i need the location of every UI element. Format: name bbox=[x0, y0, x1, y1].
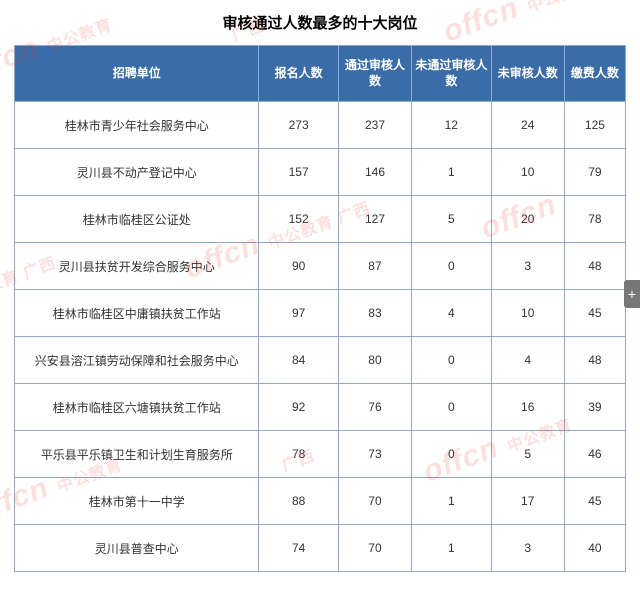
cell-paid: 48 bbox=[564, 243, 625, 290]
cell-approved: 237 bbox=[338, 102, 411, 149]
table-row: 灵川县扶贫开发综合服务中心90870348 bbox=[15, 243, 626, 290]
col-applicants: 报名人数 bbox=[259, 46, 338, 102]
cell-approved: 127 bbox=[338, 196, 411, 243]
cell-unit: 桂林市临桂区公证处 bbox=[15, 196, 259, 243]
cell-pending: 16 bbox=[491, 384, 564, 431]
cell-applicants: 84 bbox=[259, 337, 338, 384]
table-row: 灵川县不动产登记中心15714611079 bbox=[15, 149, 626, 196]
col-paid: 缴费人数 bbox=[564, 46, 625, 102]
cell-pending: 5 bbox=[491, 431, 564, 478]
cell-pending: 3 bbox=[491, 525, 564, 572]
cell-approved: 83 bbox=[338, 290, 411, 337]
table-row: 桂林市临桂区六塘镇扶贫工作站927601639 bbox=[15, 384, 626, 431]
cell-rejected: 1 bbox=[412, 149, 491, 196]
table-row: 桂林市临桂区公证处15212752078 bbox=[15, 196, 626, 243]
cell-unit: 桂林市青少年社会服务中心 bbox=[15, 102, 259, 149]
cell-paid: 125 bbox=[564, 102, 625, 149]
cell-applicants: 152 bbox=[259, 196, 338, 243]
cell-paid: 40 bbox=[564, 525, 625, 572]
cell-unit: 桂林市临桂区六塘镇扶贫工作站 bbox=[15, 384, 259, 431]
cell-pending: 24 bbox=[491, 102, 564, 149]
cell-approved: 87 bbox=[338, 243, 411, 290]
cell-pending: 17 bbox=[491, 478, 564, 525]
cell-rejected: 0 bbox=[412, 384, 491, 431]
cell-unit: 平乐县平乐镇卫生和计划生育服务所 bbox=[15, 431, 259, 478]
cell-approved: 80 bbox=[338, 337, 411, 384]
cell-applicants: 78 bbox=[259, 431, 338, 478]
cell-pending: 4 bbox=[491, 337, 564, 384]
cell-unit: 兴安县溶江镇劳动保障和社会服务中心 bbox=[15, 337, 259, 384]
table-row: 桂林市第十一中学887011745 bbox=[15, 478, 626, 525]
cell-paid: 45 bbox=[564, 290, 625, 337]
table-row: 兴安县溶江镇劳动保障和社会服务中心84800448 bbox=[15, 337, 626, 384]
cell-approved: 146 bbox=[338, 149, 411, 196]
cell-rejected: 0 bbox=[412, 243, 491, 290]
cell-unit: 桂林市第十一中学 bbox=[15, 478, 259, 525]
cell-rejected: 1 bbox=[412, 525, 491, 572]
cell-unit: 桂林市临桂区中庸镇扶贫工作站 bbox=[15, 290, 259, 337]
cell-approved: 76 bbox=[338, 384, 411, 431]
cell-paid: 79 bbox=[564, 149, 625, 196]
cell-pending: 20 bbox=[491, 196, 564, 243]
table-row: 灵川县普查中心74701340 bbox=[15, 525, 626, 572]
cell-rejected: 5 bbox=[412, 196, 491, 243]
col-approved: 通过审核人数 bbox=[338, 46, 411, 102]
cell-pending: 10 bbox=[491, 290, 564, 337]
cell-applicants: 74 bbox=[259, 525, 338, 572]
cell-approved: 73 bbox=[338, 431, 411, 478]
table-container: 审核通过人数最多的十大岗位 招聘单位 报名人数 通过审核人数 未通过审核人数 未… bbox=[0, 0, 640, 572]
table-row: 桂林市临桂区中庸镇扶贫工作站978341045 bbox=[15, 290, 626, 337]
cell-applicants: 88 bbox=[259, 478, 338, 525]
ranking-table: 招聘单位 报名人数 通过审核人数 未通过审核人数 未审核人数 缴费人数 桂林市青… bbox=[14, 45, 626, 572]
col-unit: 招聘单位 bbox=[15, 46, 259, 102]
cell-applicants: 90 bbox=[259, 243, 338, 290]
cell-paid: 45 bbox=[564, 478, 625, 525]
table-header-row: 招聘单位 报名人数 通过审核人数 未通过审核人数 未审核人数 缴费人数 bbox=[15, 46, 626, 102]
cell-applicants: 273 bbox=[259, 102, 338, 149]
cell-paid: 39 bbox=[564, 384, 625, 431]
cell-paid: 46 bbox=[564, 431, 625, 478]
cell-paid: 78 bbox=[564, 196, 625, 243]
cell-rejected: 0 bbox=[412, 337, 491, 384]
col-pending: 未审核人数 bbox=[491, 46, 564, 102]
cell-pending: 10 bbox=[491, 149, 564, 196]
cell-rejected: 1 bbox=[412, 478, 491, 525]
cell-applicants: 97 bbox=[259, 290, 338, 337]
cell-unit: 灵川县扶贫开发综合服务中心 bbox=[15, 243, 259, 290]
cell-approved: 70 bbox=[338, 525, 411, 572]
cell-applicants: 157 bbox=[259, 149, 338, 196]
cell-approved: 70 bbox=[338, 478, 411, 525]
cell-rejected: 12 bbox=[412, 102, 491, 149]
cell-rejected: 4 bbox=[412, 290, 491, 337]
side-expand-tab[interactable]: + bbox=[624, 280, 640, 308]
table-row: 桂林市青少年社会服务中心2732371224125 bbox=[15, 102, 626, 149]
page-title: 审核通过人数最多的十大岗位 bbox=[14, 12, 626, 33]
cell-rejected: 0 bbox=[412, 431, 491, 478]
cell-pending: 3 bbox=[491, 243, 564, 290]
col-rejected: 未通过审核人数 bbox=[412, 46, 491, 102]
table-row: 平乐县平乐镇卫生和计划生育服务所78730546 bbox=[15, 431, 626, 478]
cell-paid: 48 bbox=[564, 337, 625, 384]
cell-applicants: 92 bbox=[259, 384, 338, 431]
cell-unit: 灵川县普查中心 bbox=[15, 525, 259, 572]
cell-unit: 灵川县不动产登记中心 bbox=[15, 149, 259, 196]
